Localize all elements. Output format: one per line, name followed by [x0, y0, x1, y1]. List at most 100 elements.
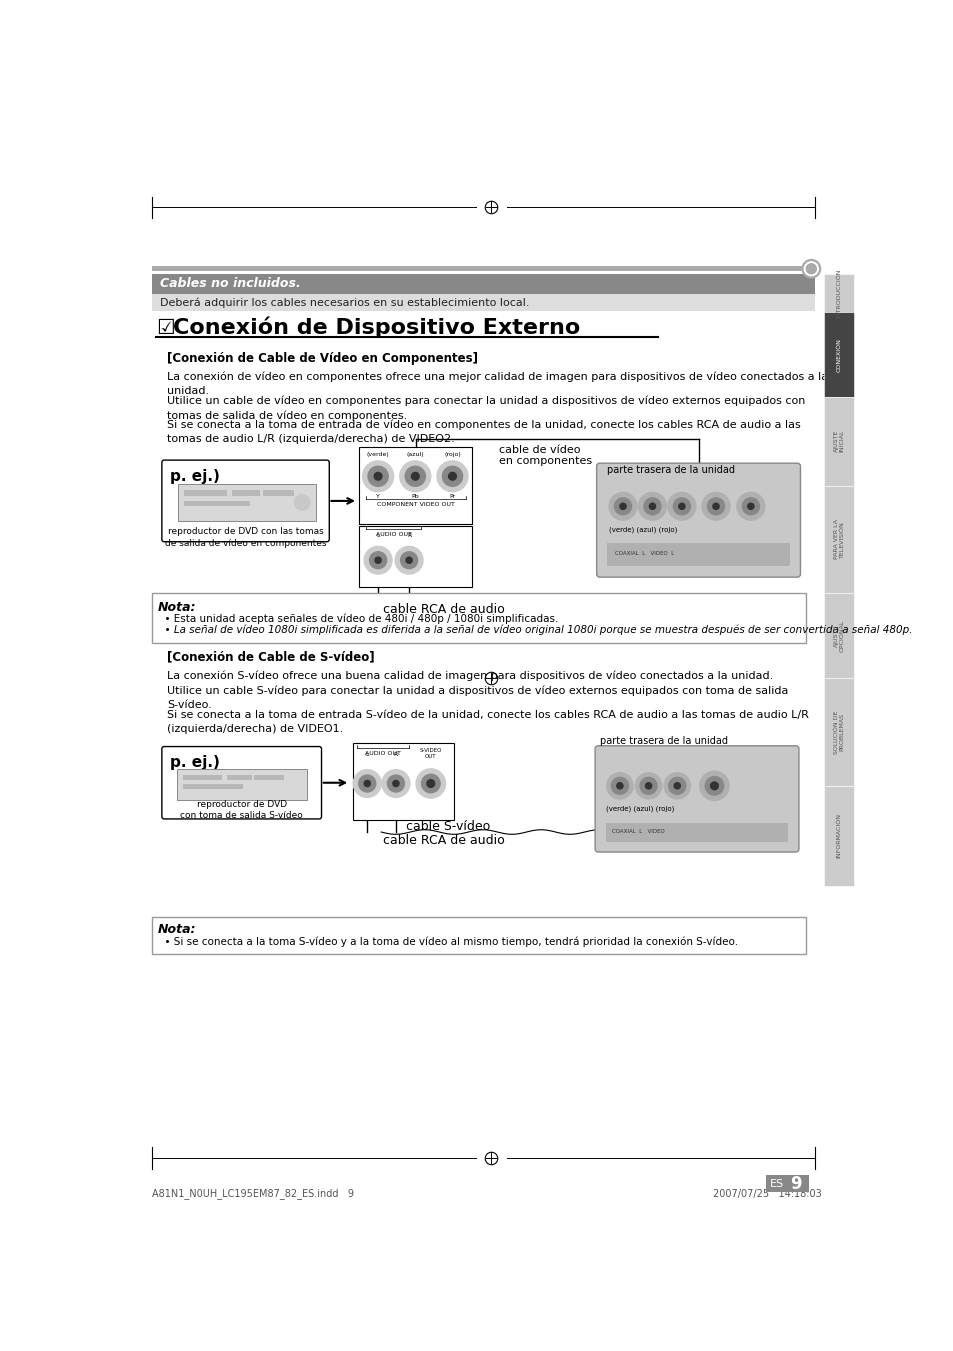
Circle shape — [710, 782, 718, 790]
Text: cable de vídeo
en componentes: cable de vídeo en componentes — [498, 444, 592, 466]
Circle shape — [405, 466, 425, 486]
Circle shape — [645, 782, 651, 789]
Text: Pr: Pr — [449, 494, 456, 499]
Text: Utilice un cable S-vídeo para conectar la unidad a dispositivos de vídeo externo: Utilice un cable S-vídeo para conectar l… — [167, 686, 788, 711]
Circle shape — [667, 493, 695, 520]
Circle shape — [639, 777, 657, 794]
Bar — [233, 490, 259, 496]
Text: reproductor de DVD con las tomas
de salida de vídeo en componentes: reproductor de DVD con las tomas de sali… — [165, 527, 326, 549]
Text: reproductor de DVD
con toma de salida S-vídeo: reproductor de DVD con toma de salida S-… — [180, 800, 303, 820]
Bar — [823, 312, 853, 397]
Circle shape — [699, 771, 728, 800]
Text: L: L — [375, 534, 379, 538]
Text: Nota:: Nota: — [158, 601, 196, 613]
Bar — [823, 397, 853, 485]
Circle shape — [638, 493, 666, 520]
Text: Y: Y — [375, 494, 379, 499]
Text: R: R — [407, 534, 411, 538]
Circle shape — [399, 461, 431, 492]
Text: Utilice un cable de vídeo en componentes para conectar la unidad a dispositivos : Utilice un cable de vídeo en componentes… — [167, 396, 805, 420]
Text: L: L — [365, 751, 369, 757]
Bar — [823, 786, 853, 886]
Circle shape — [643, 497, 660, 515]
Circle shape — [619, 503, 625, 509]
Circle shape — [353, 770, 381, 797]
Text: (rojo): (rojo) — [444, 453, 460, 457]
Text: [Conexión de Cable de Vídeo en Componentes]: [Conexión de Cable de Vídeo en Component… — [167, 353, 477, 365]
Circle shape — [400, 551, 417, 569]
Text: COAXIAL  L   VIDEO  L: COAXIAL L VIDEO L — [615, 551, 674, 555]
Text: (azul): (azul) — [406, 453, 424, 457]
Text: 9: 9 — [789, 1175, 801, 1193]
Text: S-VIDEO
OUT: S-VIDEO OUT — [419, 748, 441, 759]
Bar — [823, 274, 853, 312]
Circle shape — [707, 497, 723, 515]
Circle shape — [448, 473, 456, 480]
Text: Si se conecta a la toma de entrada de vídeo en componentes de la unidad, conecte: Si se conecta a la toma de entrada de ví… — [167, 419, 801, 443]
Text: Pb: Pb — [411, 494, 418, 499]
Circle shape — [608, 493, 637, 520]
Text: (verde) (azul) (rojo): (verde) (azul) (rojo) — [605, 805, 674, 812]
Text: La conexión S-vídeo ofrece una buena calidad de imagen para dispositivos de víde: La conexión S-vídeo ofrece una buena cal… — [167, 670, 773, 681]
Bar — [152, 593, 805, 643]
Circle shape — [364, 781, 370, 786]
Circle shape — [712, 503, 719, 509]
Circle shape — [611, 777, 628, 794]
Text: INTRODUCCIÓN: INTRODUCCIÓN — [836, 269, 841, 317]
Circle shape — [358, 775, 375, 792]
Circle shape — [387, 775, 404, 792]
Text: PARA VER LA
TELEVISIÓN: PARA VER LA TELEVISIÓN — [833, 519, 843, 559]
Bar — [152, 274, 815, 293]
Bar — [353, 743, 454, 820]
Circle shape — [368, 466, 388, 486]
Bar — [263, 490, 294, 496]
Bar — [183, 775, 221, 780]
Text: ES: ES — [769, 1179, 783, 1189]
Circle shape — [614, 497, 631, 515]
Bar — [823, 593, 853, 678]
Text: R: R — [394, 751, 397, 757]
Circle shape — [369, 551, 386, 569]
Text: (verde): (verde) — [366, 453, 389, 457]
Text: ☑: ☑ — [155, 317, 174, 338]
Text: Deberá adquirir los cables necesarios en su establecimiento local.: Deberá adquirir los cables necesarios en… — [159, 297, 529, 308]
Text: parte trasera de la unidad: parte trasera de la unidad — [599, 736, 727, 746]
Circle shape — [381, 770, 410, 797]
Bar — [152, 266, 815, 272]
Circle shape — [635, 773, 661, 798]
Circle shape — [395, 546, 422, 574]
Circle shape — [736, 493, 764, 520]
Text: Si se conecta a la toma de entrada S-vídeo de la unidad, conecte los cables RCA : Si se conecta a la toma de entrada S-víd… — [167, 711, 808, 735]
Text: AJUSTE
INICIAL: AJUSTE INICIAL — [833, 430, 843, 453]
Text: La conexión de vídeo en componentes ofrece una mejor calidad de imagen para disp: La conexión de vídeo en componentes ofre… — [167, 372, 827, 396]
FancyBboxPatch shape — [162, 461, 329, 542]
Circle shape — [442, 466, 462, 486]
Text: COMPONENT VIDEO OUT: COMPONENT VIDEO OUT — [376, 503, 455, 507]
Text: • La señal de vídeo 1080i simplificada es diferida a la señal de vídeo original : • La señal de vídeo 1080i simplificada e… — [158, 624, 911, 635]
Bar — [227, 775, 252, 780]
Text: SOLUCIÓN DE
PROBLEMAS: SOLUCIÓN DE PROBLEMAS — [833, 711, 843, 754]
Text: 2007/07/25   14:18:03: 2007/07/25 14:18:03 — [712, 1189, 821, 1198]
Bar — [823, 485, 853, 593]
Bar — [152, 293, 815, 311]
FancyBboxPatch shape — [595, 746, 798, 852]
Bar — [359, 526, 472, 588]
Circle shape — [668, 777, 685, 794]
Circle shape — [673, 497, 690, 515]
Text: A81N1_N0UH_LC195EM87_82_ES.indd   9: A81N1_N0UH_LC195EM87_82_ES.indd 9 — [152, 1189, 354, 1200]
Circle shape — [364, 546, 392, 574]
Circle shape — [649, 503, 655, 509]
Text: parte trasera de la unidad: parte trasera de la unidad — [607, 465, 735, 474]
Bar — [823, 678, 853, 786]
Bar — [359, 447, 472, 524]
Text: Cables no incluidos.: Cables no incluidos. — [159, 277, 300, 290]
Circle shape — [701, 493, 729, 520]
Text: Conexión de Dispositivo Externo: Conexión de Dispositivo Externo — [173, 317, 580, 338]
Circle shape — [747, 503, 753, 509]
Text: p. ej.): p. ej.) — [171, 755, 220, 770]
Circle shape — [421, 774, 439, 793]
Circle shape — [704, 777, 723, 794]
Bar — [183, 785, 243, 789]
Circle shape — [375, 557, 381, 563]
Text: [Conexión de Cable de S-vídeo]: [Conexión de Cable de S-vídeo] — [167, 650, 375, 663]
